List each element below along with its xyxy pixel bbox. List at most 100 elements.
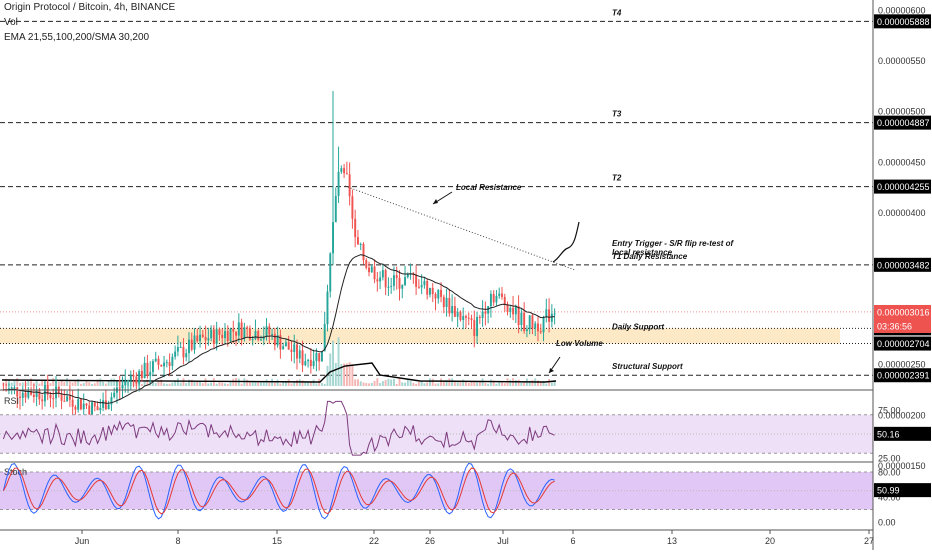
candle-body	[35, 390, 38, 398]
candle-body	[517, 306, 520, 325]
stoch-value-tag-bg	[874, 483, 931, 498]
candle-body	[395, 275, 398, 278]
candle-body	[373, 266, 376, 280]
volume-bar	[381, 381, 384, 386]
price-tag-T2: 0.000004255	[877, 182, 930, 192]
candle-body	[21, 392, 24, 398]
candle-body	[503, 296, 506, 305]
volume-bar	[348, 362, 351, 386]
volume-bar	[514, 379, 517, 386]
candle-body	[204, 336, 207, 341]
candle-body	[190, 339, 193, 350]
price-tick-label: 0.00000200	[878, 410, 926, 420]
candle-body	[437, 289, 440, 299]
volume-bar	[423, 383, 426, 386]
volume-bar	[390, 379, 393, 386]
stoch-tick-label: 40.00	[878, 493, 901, 503]
volume-bar	[96, 379, 99, 386]
candle-body	[24, 392, 27, 398]
volume-bar	[226, 383, 229, 386]
candle-body	[271, 333, 274, 335]
candle-body	[240, 322, 243, 338]
candle-body	[257, 331, 260, 340]
volume-bar	[218, 382, 221, 386]
volume-bar	[340, 364, 343, 386]
volume-bar	[63, 381, 66, 386]
candle-body	[207, 338, 210, 341]
volume-bar	[470, 380, 473, 386]
price-tick-label: 0.00000450	[878, 157, 926, 167]
candle-body	[451, 306, 454, 314]
candle-body	[104, 400, 107, 410]
candle-body	[368, 267, 370, 273]
time-tick-label: Jul	[497, 536, 509, 546]
volume-bar	[368, 383, 370, 386]
candle-body	[224, 331, 226, 339]
candle-body	[16, 387, 19, 397]
candle-body	[243, 327, 246, 338]
candle-body	[431, 287, 434, 295]
level-label-structural: Structural Support	[612, 362, 683, 371]
price-tag-T1-bg	[874, 257, 931, 272]
volume-bar	[503, 383, 506, 386]
volume-bar	[387, 378, 390, 386]
price-tag-T3: 0.000004887	[877, 118, 930, 128]
candle-body	[473, 320, 476, 337]
candle-body	[537, 323, 539, 332]
time-tick-label: 13	[667, 536, 677, 546]
candle-body	[445, 297, 448, 308]
price-tag-T4: 0.000005888	[877, 17, 930, 27]
volume-bar	[265, 379, 268, 386]
volume-bar	[254, 381, 257, 386]
volume-bar	[467, 382, 470, 386]
volume-bar	[201, 383, 204, 386]
candle-body	[404, 277, 407, 285]
candle-body	[348, 174, 351, 197]
volume-bar	[531, 380, 534, 386]
candle-body	[354, 218, 357, 238]
candle-body	[415, 274, 418, 287]
volume-bar	[365, 382, 368, 386]
volume-bar	[188, 379, 190, 386]
daily-support-label: Daily Support	[612, 322, 664, 331]
candle-body	[60, 393, 63, 401]
volume-bar	[323, 383, 326, 386]
volume-bar	[528, 380, 531, 386]
candle-body	[251, 339, 254, 341]
candle-body	[182, 346, 185, 358]
candle-body	[320, 351, 323, 362]
volume-bar	[19, 382, 21, 386]
volume-bar	[356, 379, 359, 386]
candle-body	[282, 346, 285, 350]
local-resistance-trendline	[344, 185, 576, 271]
volume-bar	[110, 378, 113, 386]
entry-projection-path	[552, 221, 580, 263]
rsi-value-tag-bg	[874, 426, 931, 441]
candle-body	[168, 362, 171, 366]
candle-body	[154, 358, 157, 362]
candle-body	[334, 195, 337, 223]
level-label-T1: T1 Daily Resistance	[612, 252, 688, 261]
volume-bar	[404, 382, 407, 386]
candle-body	[268, 326, 271, 335]
volume-bar	[326, 365, 329, 386]
volume-bar	[66, 378, 69, 386]
vol-label: Vol	[4, 17, 18, 28]
volume-bar	[542, 381, 545, 386]
candle-body	[129, 375, 132, 381]
volume-bar	[296, 379, 298, 386]
candle-body	[77, 399, 80, 410]
price-tag-T3-bg	[874, 115, 931, 130]
volume-bar	[553, 380, 556, 386]
volume-bar	[240, 383, 243, 386]
candle-body	[387, 286, 390, 288]
volume-bar	[215, 383, 218, 386]
volume-bar	[376, 378, 379, 386]
candle-body	[459, 312, 462, 320]
candle-body	[434, 294, 437, 299]
volume-bar	[104, 383, 107, 386]
volume-bar	[221, 382, 224, 386]
volume-bar	[99, 378, 102, 386]
volume-bar	[476, 382, 479, 386]
